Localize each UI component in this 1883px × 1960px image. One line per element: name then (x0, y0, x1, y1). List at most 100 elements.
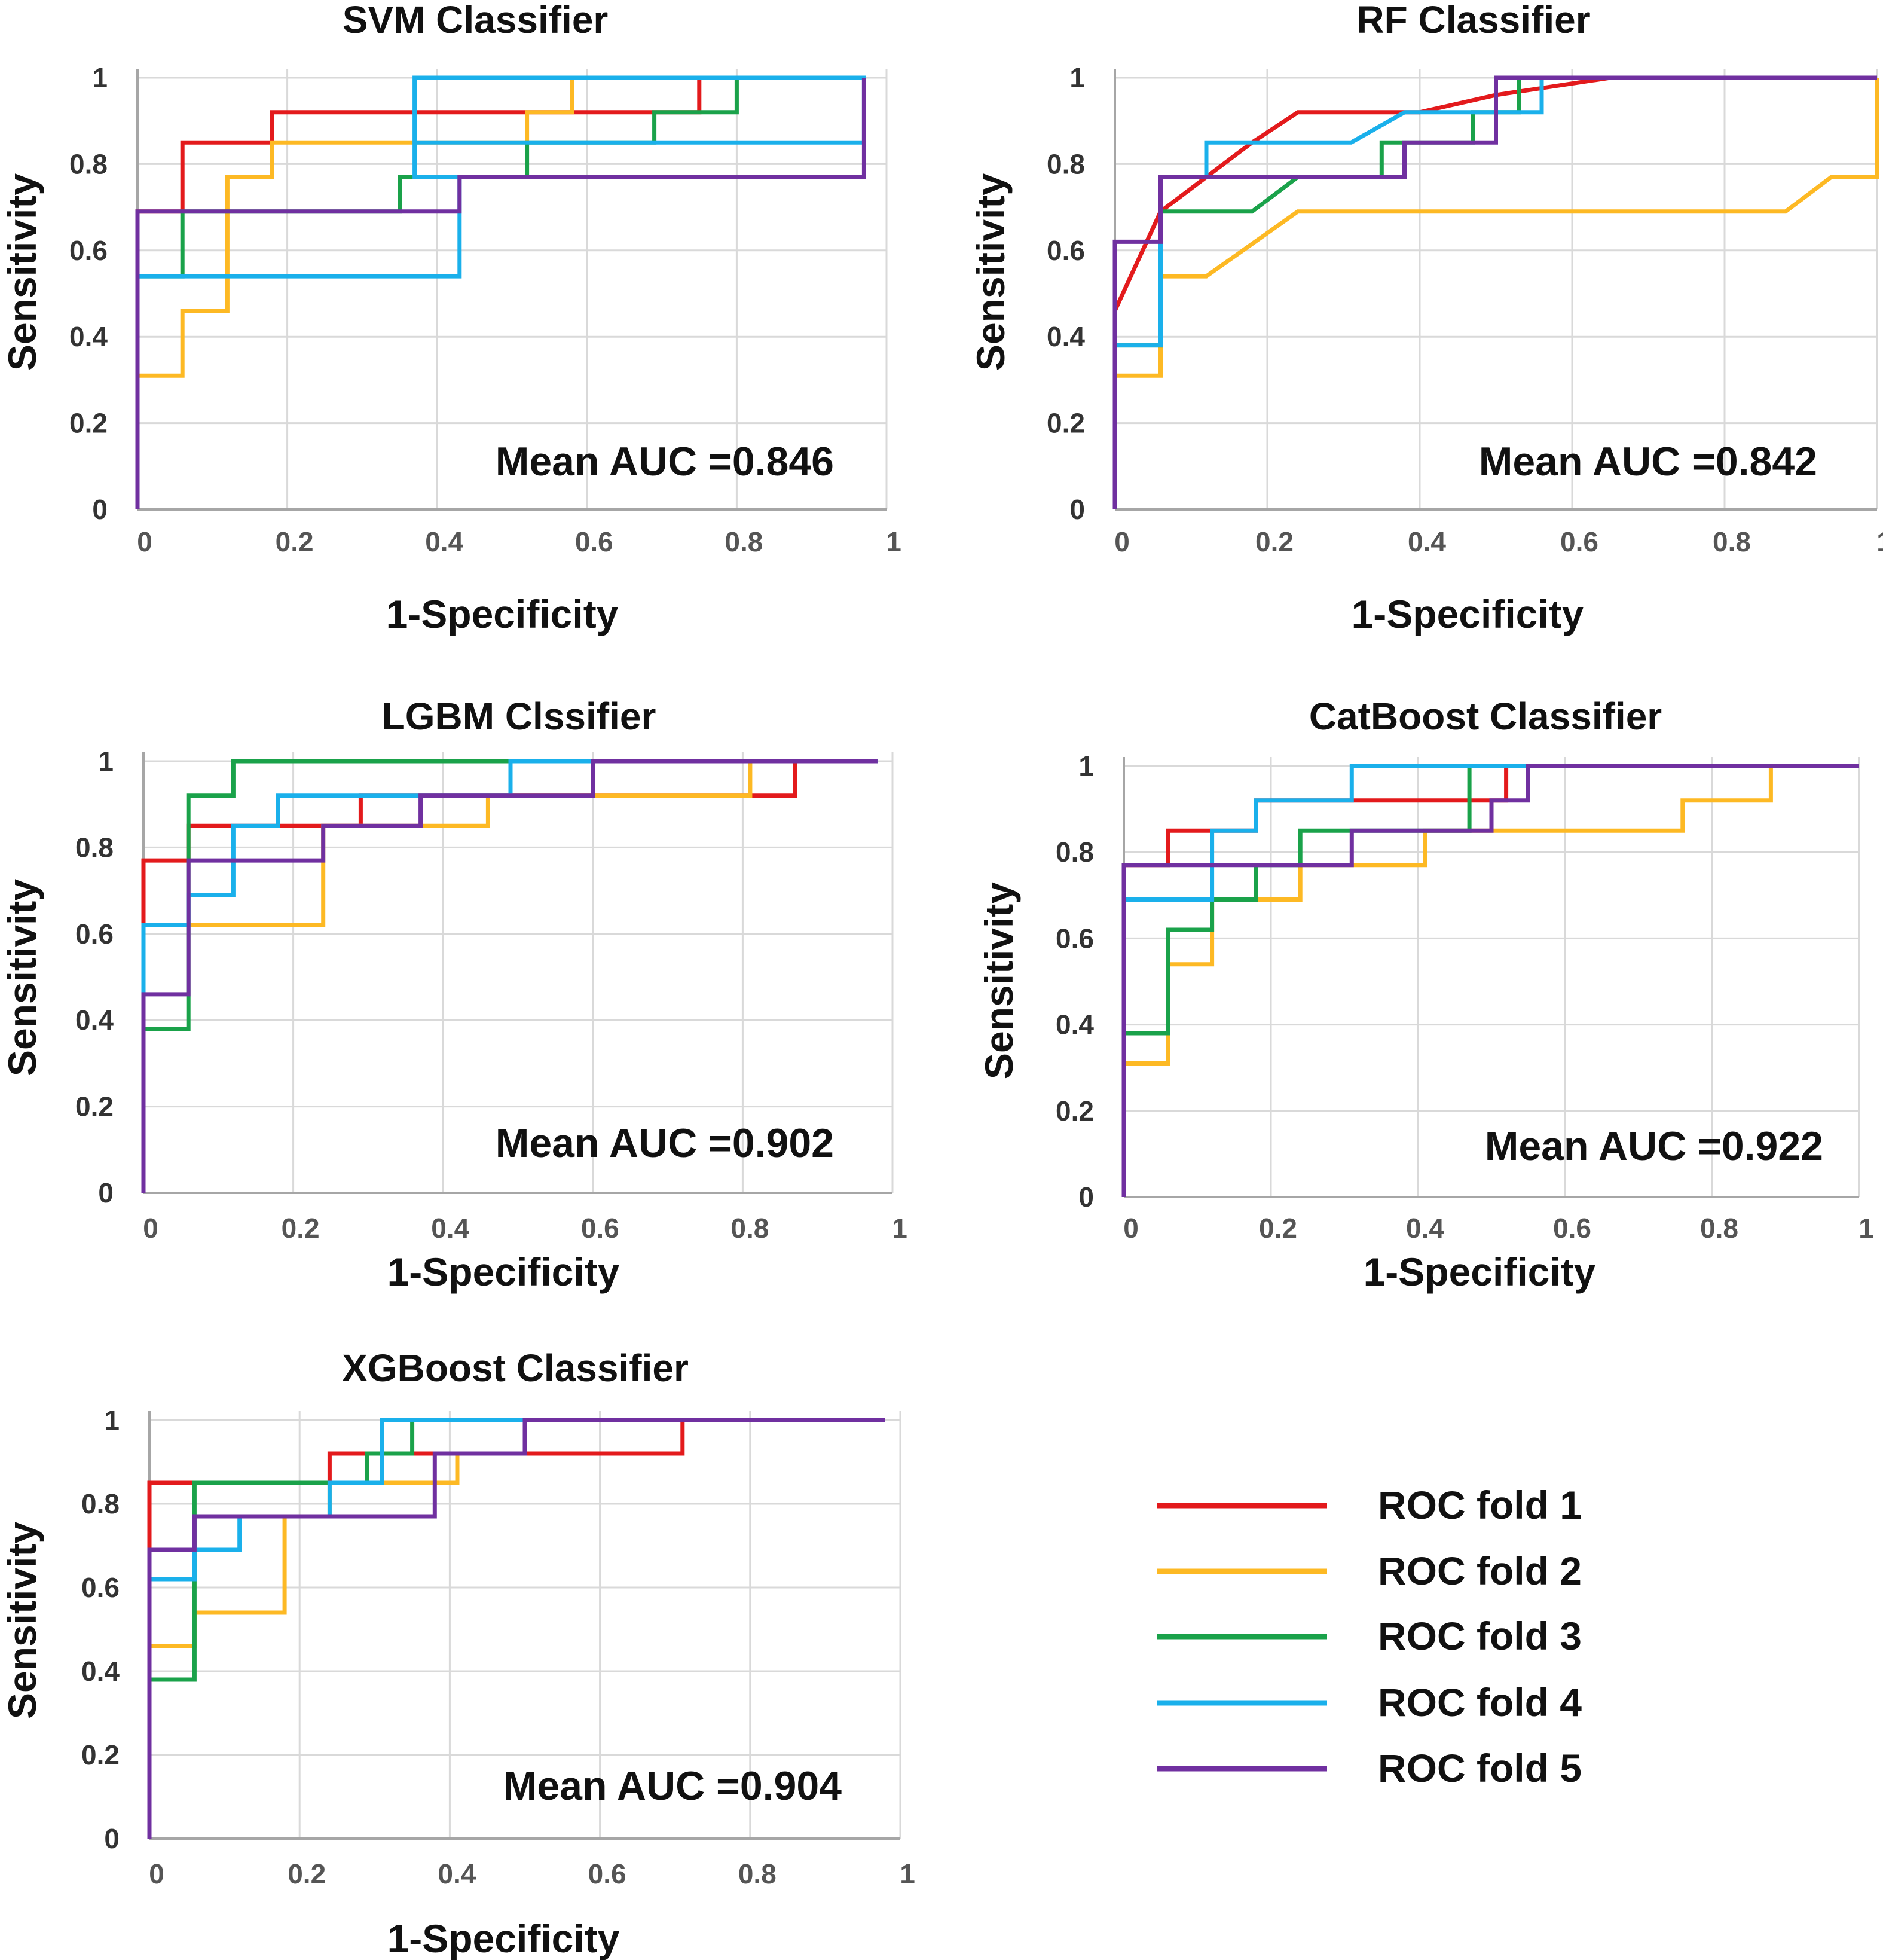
catboost-x-tick-label: 1 (1858, 1213, 1874, 1244)
lgbm-y-tick-label: 0.8 (75, 832, 114, 863)
rf-x-tick-label: 1 (1876, 526, 1883, 557)
rf-y-tick-label: 0.4 (1047, 321, 1085, 352)
legend-label-1: ROC fold 1 (1378, 1483, 1582, 1527)
lgbm-panel: 0 0.2 0.4 0.6 0.8 1 0 0.2 0.4 0.6 0.8 1 LGBM Clssifi… (0, 695, 907, 1294)
xgboost-y-tick-label: 0 (104, 1823, 120, 1854)
rf-y-axis-label: Sensitivity (968, 173, 1013, 371)
lgbm-x-tick-label: 0.2 (282, 1213, 320, 1244)
lgbm-mean-auc: Mean AUC =0.902 (496, 1121, 834, 1166)
legend-item-3: ROC fold 3 (1157, 1614, 1582, 1658)
xgboost-title: XGBoost Classifier (342, 1347, 689, 1390)
legend-label-2: ROC fold 2 (1378, 1549, 1582, 1593)
rf-mean-auc: Mean AUC =0.842 (1479, 439, 1817, 484)
svm-y-tick-label: 1 (92, 62, 108, 93)
legend: ROC fold 1 ROC fold 2 ROC fold 3 ROC fol… (1157, 1483, 1582, 1790)
lgbm-y-tick-label: 0.6 (75, 918, 114, 950)
lgbm-y-tick-label: 0.4 (75, 1005, 114, 1036)
xgboost-x-axis-label: 1-Specificity (387, 1916, 620, 1960)
svm-y-tick-label: 0 (92, 494, 108, 525)
svm-x-tick-label: 0.2 (276, 526, 314, 557)
catboost-y-tick-label: 0.2 (1056, 1095, 1094, 1126)
rf-y-tick-label: 0.6 (1047, 235, 1085, 266)
xgboost-x-tick-label: 0.8 (738, 1858, 777, 1889)
lgbm-x-tick-label: 0.8 (730, 1213, 769, 1244)
xgboost-y-tick-label: 0.2 (81, 1739, 120, 1770)
catboost-y-tick-label: 0.6 (1056, 923, 1094, 954)
catboost-y-tick-label: 0.4 (1056, 1009, 1094, 1040)
xgboost-y-tick-label: 0.8 (81, 1488, 120, 1519)
catboost-x-tick-label: 0.8 (1700, 1213, 1738, 1244)
svm-x-tick-label: 0.6 (575, 526, 613, 557)
rf-x-tick-label: 0.2 (1255, 526, 1294, 557)
svm-roc-fold-5-line (135, 78, 866, 509)
lgbm-roc-fold-4-line (141, 759, 878, 1193)
xgboost-panel: 0 0.2 0.4 0.6 0.8 1 0 0.2 0.4 0.6 0.8 1 XGBoost Clas… (0, 1347, 915, 1960)
rf-y-tick-label: 1 (1069, 62, 1085, 93)
xgboost-y-tick-label: 0.6 (81, 1572, 120, 1603)
lgbm-roc-fold-2-line (141, 759, 878, 1193)
svm-roc-fold-2-line (135, 75, 864, 509)
xgboost-y-tick-label: 1 (104, 1405, 120, 1436)
xgboost-y-axis-label: Sensitivity (0, 1522, 44, 1719)
lgbm-y-axis-label: Sensitivity (0, 879, 44, 1076)
rf-y-tick-label: 0.8 (1047, 148, 1085, 179)
svm-title: SVM Classifier (343, 0, 609, 41)
rf-title: RF Classifier (1356, 0, 1590, 41)
legend-label-3: ROC fold 3 (1378, 1614, 1582, 1658)
catboost-panel: 0 0.2 0.4 0.6 0.8 1 0 0.2 0.4 0.6 0.8 1 CatBoost Cla… (977, 695, 1874, 1294)
svm-y-tick-label: 0.8 (69, 148, 108, 179)
svm-y-tick-label: 0.6 (69, 235, 108, 266)
lgbm-x-axis-label: 1-Specificity (387, 1250, 620, 1294)
legend-label-5: ROC fold 5 (1378, 1746, 1582, 1790)
xgboost-y-tick-label: 0.4 (81, 1656, 120, 1687)
rf-x-tick-label: 0.4 (1408, 526, 1446, 557)
catboost-y-axis-label: Sensitivity (977, 882, 1021, 1079)
xgboost-x-tick-label: 0 (149, 1858, 164, 1889)
xgboost-x-tick-label: 0.4 (438, 1858, 476, 1889)
svm-x-tick-label: 0.4 (425, 526, 463, 557)
xgboost-mean-auc: Mean AUC =0.904 (503, 1763, 842, 1809)
svm-x-tick-label: 0.8 (725, 526, 763, 557)
catboost-y-tick-label: 1 (1078, 750, 1094, 781)
rf-roc-fold-4-line (1112, 75, 1877, 509)
rf-roc-fold-1-line (1112, 75, 1877, 312)
legend-item-5: ROC fold 5 (1157, 1746, 1582, 1790)
catboost-x-tick-label: 0.4 (1406, 1213, 1444, 1244)
lgbm-title: LGBM Clssifier (382, 695, 656, 738)
svm-x-tick-label: 0 (137, 526, 152, 557)
xgboost-x-tick-label: 0.6 (588, 1858, 626, 1889)
legend-item-4: ROC fold 4 (1157, 1680, 1582, 1724)
rf-panel: 0 0.2 0.4 0.6 0.8 1 0 0.2 0.4 0.6 0.8 1 RF Classifie… (968, 0, 1883, 636)
lgbm-y-tick-label: 0.2 (75, 1091, 114, 1122)
catboost-title: CatBoost Classifier (1309, 695, 1662, 738)
lgbm-x-tick-label: 0.4 (431, 1213, 469, 1244)
legend-item-2: ROC fold 2 (1157, 1549, 1582, 1593)
catboost-y-tick-label: 0.8 (1056, 836, 1094, 868)
catboost-roc-fold-4-line (1121, 764, 1859, 1197)
catboost-x-tick-label: 0 (1123, 1213, 1139, 1244)
lgbm-x-tick-label: 0 (143, 1213, 158, 1244)
legend-label-4: ROC fold 4 (1378, 1680, 1582, 1724)
svm-x-tick-label: 1 (886, 526, 901, 557)
catboost-mean-auc: Mean AUC =0.922 (1485, 1124, 1823, 1169)
catboost-roc-fold-5-line (1121, 764, 1859, 1197)
xgboost-x-tick-label: 0.2 (288, 1858, 326, 1889)
rf-y-tick-label: 0.2 (1047, 408, 1085, 439)
rf-x-axis-label: 1-Specificity (1352, 592, 1584, 636)
rf-roc-fold-2-line (1112, 78, 1879, 509)
lgbm-y-tick-label: 1 (98, 746, 114, 777)
catboost-x-axis-label: 1-Specificity (1364, 1250, 1596, 1294)
svm-x-axis-label: 1-Specificity (386, 592, 619, 636)
catboost-x-tick-label: 0.2 (1259, 1213, 1297, 1244)
svm-y-tick-label: 0.4 (69, 321, 108, 352)
rf-roc-fold-5-line (1112, 75, 1877, 509)
rf-y-tick-label: 0 (1069, 494, 1085, 525)
svm-panel: 0 0.2 0.4 0.6 0.8 1 0 0.2 0.4 0.6 0.8 1 SVM Classifi… (0, 0, 901, 636)
lgbm-x-tick-label: 0.6 (581, 1213, 619, 1244)
catboost-y-tick-label: 0 (1078, 1182, 1094, 1213)
rf-x-tick-label: 0.6 (1560, 526, 1598, 557)
svm-y-axis-label: Sensitivity (0, 173, 44, 371)
catboost-x-tick-label: 0.6 (1553, 1213, 1591, 1244)
